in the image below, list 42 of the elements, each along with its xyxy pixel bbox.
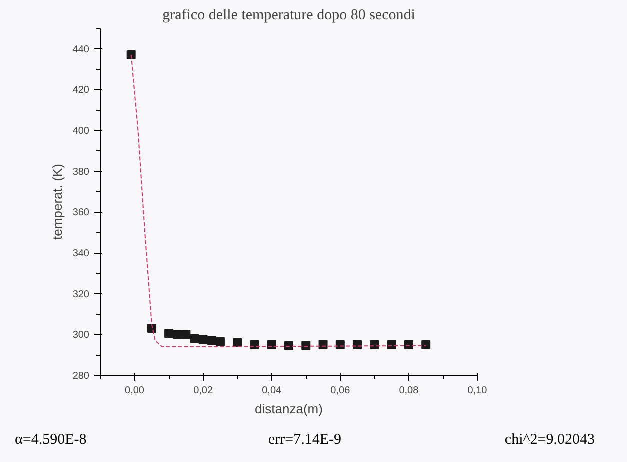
point [173, 330, 182, 340]
point [370, 340, 380, 350]
point [284, 341, 294, 350]
x-tick-label: 0,02 [194, 386, 214, 396]
x-tick-label: 0,04 [262, 386, 282, 396]
x-tick-label: 0,06 [330, 386, 351, 396]
text: chi^2=9.02043 [504, 431, 595, 450]
y-tick-label: 440 [72, 44, 90, 56]
point [164, 329, 174, 338]
point [267, 340, 276, 350]
x-tick-label: 0,00 [125, 386, 145, 396]
chart-title: grafico delle temperature dopo 80 secondi [162, 8, 416, 24]
y-axis-title: temperat. (K) [50, 164, 65, 240]
point [422, 340, 431, 350]
x-tick-label: 0,08 [399, 386, 420, 396]
point [147, 324, 156, 334]
y-tick-label: 400 [72, 126, 90, 138]
point [318, 340, 328, 350]
point [233, 338, 242, 348]
y-tick-label: 300 [72, 330, 90, 342]
x-axis-title: distanza(m) [255, 402, 323, 416]
point [126, 50, 136, 60]
point [198, 335, 208, 344]
point [336, 340, 345, 350]
point [302, 341, 311, 350]
point [182, 330, 191, 340]
y-tick-label: 320 [72, 289, 90, 300]
text: err=7.14E-9 [267, 431, 342, 450]
point [387, 340, 396, 350]
point [190, 334, 200, 344]
x-tick-label: 0,10 [468, 386, 488, 396]
y-tick-label: 280 [72, 371, 90, 382]
point [353, 340, 362, 350]
y-tick-label: 360 [72, 208, 90, 219]
point [250, 340, 260, 350]
y-tick-label: 420 [72, 85, 90, 96]
point [216, 337, 225, 346]
y-tick-label: 380 [72, 166, 90, 178]
point [404, 340, 414, 350]
point [207, 336, 216, 346]
text: α=4.590E-8 [15, 431, 88, 450]
y-tick-label: 340 [72, 248, 90, 260]
